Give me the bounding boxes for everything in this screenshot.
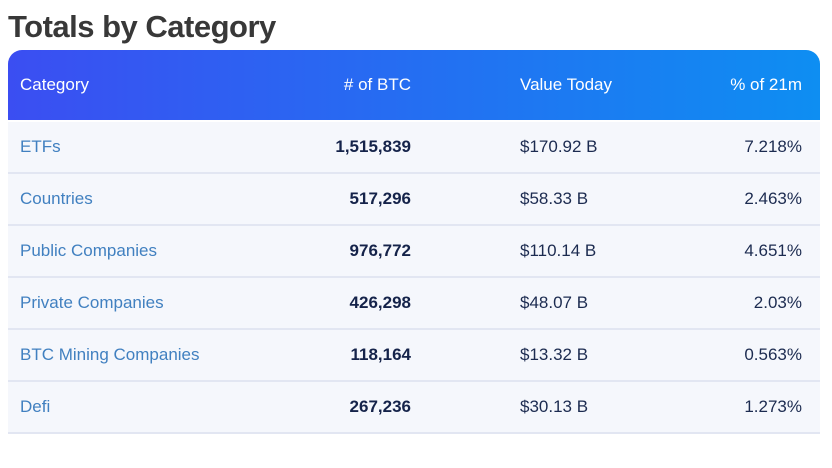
value-today-cell: $58.33 B	[520, 189, 589, 208]
table-row: Private Companies 426,298 $48.07 B 2.03%	[8, 278, 820, 330]
table-row: BTC Mining Companies 118,164 $13.32 B 0.…	[8, 330, 820, 382]
value-today-cell: $110.14 B	[520, 241, 597, 260]
category-link[interactable]: Private Companies	[20, 293, 164, 312]
btc-count-cell: 118,164	[350, 345, 411, 364]
pct-21m-cell: 2.463%	[744, 189, 802, 208]
column-header-category: Category	[20, 75, 89, 94]
btc-count-cell: 976,772	[349, 241, 411, 260]
page-title: Totals by Category	[8, 9, 276, 44]
btc-count-cell: 1,515,839	[335, 137, 411, 156]
totals-by-category-section: Totals by Category Category # of BTC Val…	[8, 9, 820, 434]
btc-count-cell: 517,296	[349, 189, 411, 208]
column-header-value-today: Value Today	[520, 75, 612, 94]
table-body: ETFs 1,515,839 $170.92 B 7.218% Countrie…	[8, 122, 820, 434]
table-row: ETFs 1,515,839 $170.92 B 7.218%	[8, 122, 820, 174]
value-today-cell: $48.07 B	[520, 293, 589, 312]
value-today-cell: $30.13 B	[520, 397, 589, 416]
value-today-cell: $170.92 B	[520, 137, 598, 156]
column-header-btc-count: # of BTC	[343, 75, 411, 94]
category-link[interactable]: ETFs	[20, 137, 61, 156]
category-link[interactable]: Public Companies	[20, 241, 158, 260]
table-row: Defi 267,236 $30.13 B 1.273%	[8, 382, 820, 434]
pct-21m-cell: 0.563%	[744, 345, 802, 364]
btc-count-cell: 267,236	[349, 397, 411, 416]
pct-21m-cell: 1.273%	[744, 397, 802, 416]
pct-21m-cell: 4.651%	[744, 241, 802, 260]
category-link[interactable]: Countries	[20, 189, 93, 208]
table-row: Public Companies 976,772 $110.14 B 4.651…	[8, 226, 820, 278]
category-link[interactable]: Defi	[20, 397, 51, 416]
pct-21m-cell: 7.218%	[744, 137, 802, 156]
column-header-pct-21m: % of 21m	[730, 75, 802, 94]
totals-table: Category # of BTC Value Today % of 21m E…	[8, 50, 820, 434]
table-header-row: Category # of BTC Value Today % of 21m	[8, 50, 820, 120]
value-today-cell: $13.32 B	[520, 345, 589, 364]
table-row: Countries 517,296 $58.33 B 2.463%	[8, 174, 820, 226]
pct-21m-cell: 2.03%	[753, 293, 802, 312]
btc-count-cell: 426,298	[349, 293, 411, 312]
category-link[interactable]: BTC Mining Companies	[20, 345, 200, 364]
